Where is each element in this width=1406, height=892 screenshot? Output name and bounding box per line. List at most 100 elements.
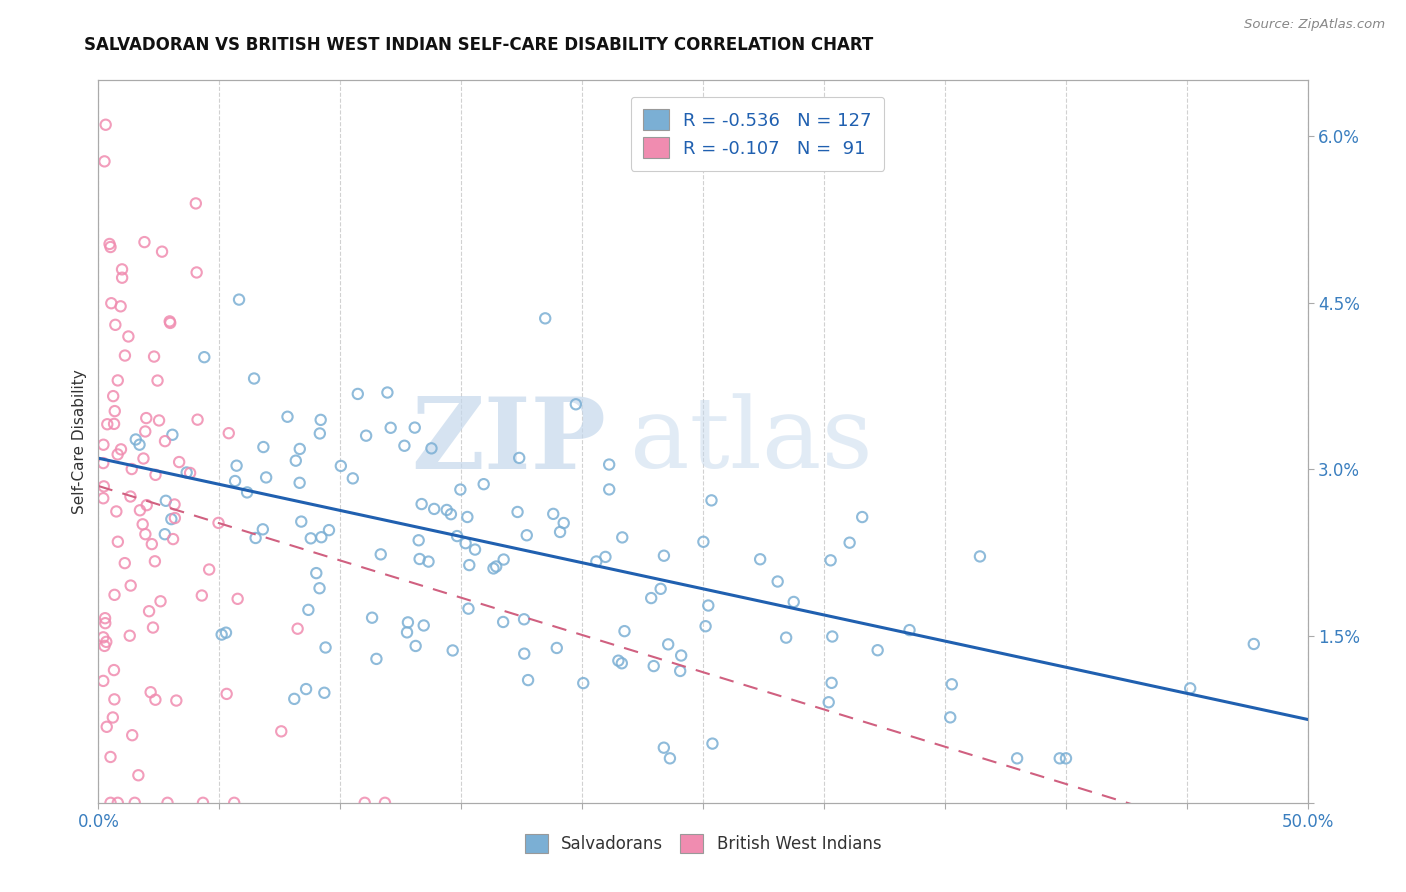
Point (1054, 751, 1077, 765)
Text: ZIP: ZIP (412, 393, 606, 490)
Text: atlas: atlas (630, 393, 873, 490)
Point (851, 510, 873, 524)
Point (346, 387, 368, 401)
Legend: Salvadorans, British West Indians: Salvadorans, British West Indians (517, 827, 889, 860)
Point (314, 686, 336, 700)
Point (643, 659, 665, 673)
Point (165, 693, 187, 707)
Point (142, 621, 165, 635)
Point (941, 677, 963, 691)
Point (156, 796, 179, 810)
Point (114, 349, 136, 363)
Point (91, 673, 114, 688)
Point (149, 594, 172, 608)
Point (226, 591, 249, 606)
Point (153, 434, 176, 449)
Point (143, 350, 166, 364)
Point (107, 373, 129, 387)
Point (125, 433, 148, 447)
Point (100, 240, 122, 254)
Point (449, 483, 471, 497)
Point (380, 421, 402, 435)
Point (546, 640, 568, 655)
Point (186, 265, 208, 279)
Point (485, 559, 508, 574)
Point (163, 511, 186, 525)
Point (783, 595, 806, 609)
Point (148, 413, 170, 427)
Point (420, 442, 443, 456)
Point (155, 493, 177, 508)
Point (96, 720, 118, 734)
Point (228, 293, 250, 307)
Point (187, 412, 209, 426)
Point (700, 493, 723, 508)
Point (374, 796, 396, 810)
Point (105, 504, 128, 518)
Point (695, 619, 717, 633)
Point (162, 427, 184, 442)
Point (107, 796, 129, 810)
Point (1005, 751, 1028, 765)
Point (1243, 637, 1265, 651)
Point (290, 515, 312, 529)
Point (93, 639, 115, 653)
Point (775, 631, 797, 645)
Point (288, 442, 311, 456)
Point (93, 479, 115, 493)
Point (225, 458, 247, 473)
Point (191, 796, 214, 810)
Point (131, 517, 153, 532)
Point (395, 625, 418, 640)
Point (134, 235, 156, 249)
Point (513, 647, 536, 661)
Point (766, 574, 789, 589)
Point (283, 691, 305, 706)
Point (394, 439, 416, 453)
Point (118, 629, 141, 643)
Point (284, 453, 307, 467)
Point (94, 118, 117, 132)
Point (207, 516, 229, 530)
Point (93, 438, 115, 452)
Point (308, 426, 330, 441)
Point (107, 534, 129, 549)
Point (295, 681, 318, 696)
Point (121, 462, 143, 476)
Point (595, 549, 617, 564)
Point (103, 389, 125, 403)
Point (411, 497, 433, 511)
Point (101, 710, 124, 724)
Point (103, 588, 125, 602)
Point (243, 371, 266, 385)
Point (270, 724, 292, 739)
Point (91, 631, 114, 645)
Point (193, 350, 215, 364)
Point (612, 530, 634, 544)
Point (121, 728, 143, 742)
Point (120, 578, 142, 592)
Point (215, 625, 238, 640)
Point (299, 532, 322, 546)
Point (318, 523, 340, 537)
Point (139, 685, 162, 699)
Point (100, 750, 122, 764)
Point (103, 692, 125, 706)
Point (135, 411, 157, 425)
Point (749, 552, 772, 566)
Point (110, 299, 132, 313)
Point (405, 639, 427, 653)
Point (692, 534, 714, 549)
Point (820, 553, 842, 567)
Point (821, 630, 844, 644)
Point (179, 466, 201, 480)
Point (252, 522, 274, 536)
Point (657, 637, 679, 651)
Point (96, 417, 118, 432)
Point (610, 657, 633, 671)
Point (482, 561, 505, 575)
Point (585, 554, 607, 568)
Point (396, 615, 419, 630)
Point (412, 618, 434, 632)
Point (553, 516, 575, 530)
